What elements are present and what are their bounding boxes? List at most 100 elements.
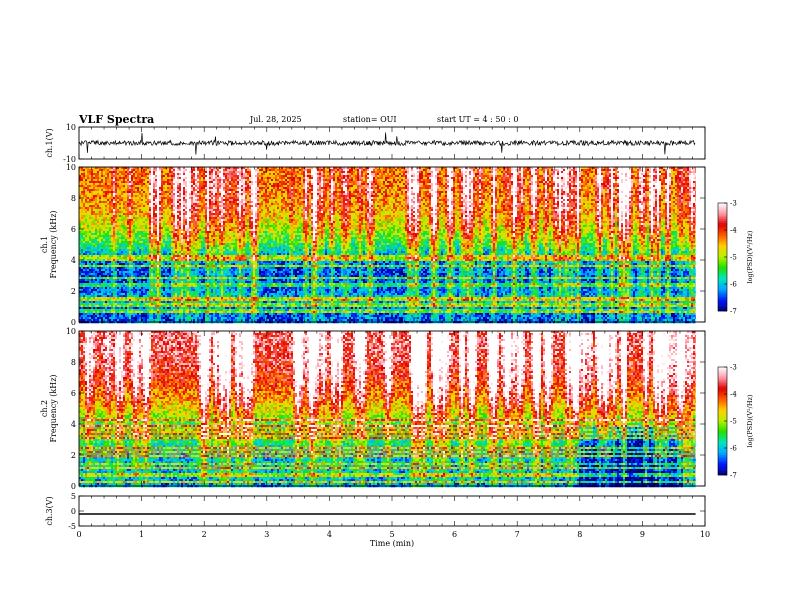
spectrogram-cell [497, 179, 499, 181]
spectrogram-cell [131, 171, 133, 173]
spectrogram-cell [537, 181, 539, 183]
spectrogram-cell [655, 175, 657, 177]
spectrogram-cell [409, 185, 411, 187]
spectrogram-cell [501, 177, 503, 179]
spectrogram-cell [493, 181, 495, 183]
spectrogram-cell [639, 181, 641, 183]
spectrogram-cell [117, 177, 119, 179]
spectrogram-cell [529, 183, 531, 185]
spectrogram-cell [387, 187, 389, 189]
spectrogram-cell [285, 187, 287, 189]
spectrogram-cell [143, 171, 145, 173]
spectrogram-cell [655, 173, 657, 175]
spectrogram-cell [407, 173, 409, 175]
spectrogram-cell [167, 175, 169, 177]
spectrogram-cell [153, 177, 155, 179]
spectrogram-cell [373, 179, 375, 181]
spectrogram-cell [251, 183, 253, 185]
spectrogram-cell [325, 181, 327, 183]
spectrogram-cell [103, 183, 105, 185]
spectrogram-cell [531, 175, 533, 177]
spectrogram-cell [363, 175, 365, 177]
spectrogram-cell [345, 173, 347, 175]
spectrogram-cell [441, 185, 443, 187]
spectrogram-cell [539, 177, 541, 179]
spectrogram-cell [239, 185, 241, 187]
spectrogram-cell [681, 175, 683, 177]
spectrogram-cell [203, 179, 205, 181]
spectrogram-cell [143, 181, 145, 183]
spectrogram-cell [301, 171, 303, 173]
spectrogram-cell [239, 169, 241, 171]
spectrogram-cell [399, 173, 401, 175]
spectrogram-cell [401, 183, 403, 185]
spectrogram-cell [475, 173, 477, 175]
spectrogram-cell [381, 173, 383, 175]
spectrogram-cell [569, 169, 571, 171]
spectrogram-cell [221, 181, 223, 183]
spectrogram-cell [527, 185, 529, 187]
spectrogram-cell [333, 177, 335, 179]
spectrogram-cell [223, 189, 225, 191]
spectrogram-cell [693, 185, 695, 187]
spectrogram-cell [107, 187, 109, 189]
spectrogram-cell [273, 171, 275, 173]
spectrogram-cell [343, 169, 345, 171]
spectrogram-cell [263, 173, 265, 175]
spectrogram-cell [99, 183, 101, 185]
spectrogram-cell [269, 177, 271, 179]
spectrogram-cell [97, 171, 99, 173]
spectrogram-cell [417, 179, 419, 181]
spectrogram-cell [547, 183, 549, 185]
spectrogram-cell [385, 177, 387, 179]
spectrogram-cell [303, 181, 305, 183]
spectrogram-cell [661, 171, 663, 173]
spectrogram-cell [631, 169, 633, 171]
spectrogram-cell [661, 177, 663, 179]
spectrogram-cell [617, 181, 621, 183]
spectrogram-cell [115, 179, 117, 181]
spectrogram-cell [141, 177, 143, 179]
spectrogram-cell [499, 183, 501, 185]
spectrogram-cell [221, 179, 223, 181]
spectrogram-cell [485, 185, 487, 187]
spectrogram-cell [123, 175, 125, 177]
spectrogram-cell [263, 185, 265, 187]
spectrogram-cell [343, 175, 345, 177]
spectrogram-cell [573, 187, 575, 189]
spectrogram-cell [355, 169, 357, 171]
spectrogram-cell [411, 179, 413, 181]
spectrogram-cell [475, 169, 477, 171]
spectrogram-cell [375, 179, 377, 181]
spectrogram-cell [477, 169, 479, 171]
spectrogram-cell [485, 169, 487, 171]
spectrogram-cell [325, 187, 327, 189]
spectrogram-cell [673, 187, 675, 189]
spectrogram-cell [245, 181, 247, 183]
spectrogram-cell [347, 171, 349, 173]
spectrogram-cell [353, 179, 355, 181]
spectrogram-cell [225, 175, 227, 177]
spectrogram-cell [127, 169, 129, 171]
spectrogram-cell [665, 181, 669, 183]
spectrogram-cell [443, 175, 445, 177]
spectrogram-cell [151, 175, 155, 177]
spectrogram-cell [369, 173, 371, 175]
spectrogram-cell [449, 187, 451, 189]
spectrogram-cell [109, 187, 111, 189]
spectrogram-cell [595, 175, 597, 177]
spectrogram-cell [311, 185, 313, 187]
spectrogram-cell [389, 169, 391, 171]
spectrogram-cell [399, 171, 401, 173]
spectrogram-cell [421, 173, 423, 175]
spectrogram-cell [611, 171, 615, 173]
spectrogram-cell [425, 169, 427, 171]
spectrogram-cell [199, 175, 201, 177]
spectrogram-cell [193, 187, 195, 189]
spectrogram-cell [573, 173, 575, 175]
spectrogram-cell [399, 181, 401, 183]
spectrogram-cell [371, 179, 373, 181]
spectrogram-cell [157, 181, 161, 183]
spectrogram-cell [325, 177, 329, 179]
spectrogram-cell [247, 171, 249, 173]
